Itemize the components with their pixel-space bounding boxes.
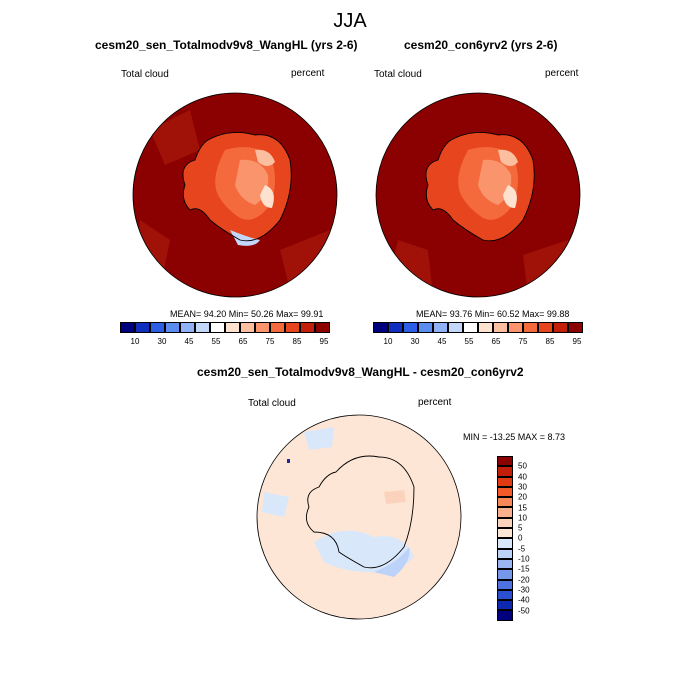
diff-colorbar [497, 456, 513, 621]
left-variable-label: Total cloud [121, 69, 169, 80]
colorbar-swatch [120, 322, 135, 333]
colorbar-swatch [300, 322, 315, 333]
colorbar-tick-label: 95 [319, 337, 329, 346]
colorbar-tick-label: 40 [518, 472, 527, 482]
colorbar-swatch [180, 322, 195, 333]
colorbar-swatch [497, 548, 513, 559]
colorbar-swatch [497, 589, 513, 601]
colorbar-swatch [150, 322, 165, 333]
colorbar-swatch [497, 569, 513, 580]
colorbar-tick-label: 50 [518, 461, 527, 471]
colorbar-swatch [538, 322, 553, 333]
diff-polar-map [256, 414, 462, 620]
colorbar-swatch [478, 322, 493, 333]
colorbar-swatch [497, 600, 513, 611]
colorbar-swatch [568, 322, 583, 333]
colorbar-tick-label: 10 [130, 337, 140, 346]
colorbar-swatch [388, 322, 403, 333]
colorbar-swatch [448, 322, 463, 333]
colorbar-swatch [418, 322, 433, 333]
colorbar-swatch [433, 322, 448, 333]
diff-stats: MIN = -13.25 MAX = 8.73 [463, 432, 566, 442]
colorbar-swatch [553, 322, 568, 333]
colorbar-swatch [373, 322, 388, 333]
left-units-label: percent [291, 68, 325, 79]
colorbar-swatch [135, 322, 150, 333]
right-colorbar-labels: 10 30 45 55 65 75 85 95 [373, 337, 583, 349]
colorbar-swatch [497, 456, 513, 467]
colorbar-tick-label: 45 [184, 337, 194, 346]
colorbar-tick-label: 45 [437, 337, 447, 346]
left-stats: MEAN= 94.20 Min= 50.26 Max= 99.91 [170, 309, 324, 319]
colorbar-swatch [497, 558, 513, 570]
right-units-label: percent [545, 68, 579, 79]
colorbar-tick-label: 5 [518, 523, 523, 533]
colorbar-tick-label: 30 [410, 337, 420, 346]
colorbar-swatch [463, 322, 478, 333]
colorbar-tick-label: 10 [518, 513, 527, 523]
diff-panel-title: cesm20_sen_Totalmodv9v8_WangHL - cesm20_… [197, 365, 524, 379]
left-colorbar [120, 322, 330, 333]
colorbar-swatch [497, 610, 513, 621]
colorbar-swatch [315, 322, 330, 333]
colorbar-swatch [523, 322, 538, 333]
colorbar-tick-label: 30 [518, 482, 527, 492]
colorbar-swatch [497, 517, 513, 529]
colorbar-swatch [497, 497, 513, 508]
colorbar-swatch [225, 322, 240, 333]
colorbar-tick-label: -50 [518, 606, 530, 615]
colorbar-tick-label: -30 [518, 585, 530, 595]
colorbar-swatch [285, 322, 300, 333]
colorbar-tick-label: -5 [518, 544, 526, 554]
colorbar-tick-label: 65 [491, 337, 501, 346]
colorbar-tick-label: 55 [464, 337, 474, 346]
colorbar-swatch [497, 486, 513, 498]
colorbar-tick-label: 95 [572, 337, 582, 346]
colorbar-tick-label: 30 [157, 337, 167, 346]
right-variable-label: Total cloud [374, 69, 422, 80]
colorbar-tick-label: 55 [211, 337, 221, 346]
colorbar-tick-label: 10 [383, 337, 393, 346]
colorbar-tick-label: 75 [265, 337, 275, 346]
colorbar-swatch [497, 476, 513, 487]
colorbar-tick-label: -40 [518, 595, 530, 605]
colorbar-tick-label: -10 [518, 554, 530, 564]
colorbar-swatch [240, 322, 255, 333]
colorbar-swatch [195, 322, 210, 333]
colorbar-tick-label: 0 [518, 533, 523, 543]
right-stats: MEAN= 93.76 Min= 60.52 Max= 99.88 [416, 309, 570, 319]
colorbar-tick-label: 65 [238, 337, 248, 346]
diff-colorbar-labels: 50 40 30 20 15 10 5 0 -5 -10 -15 -20 -30 -40 -50 [518, 456, 558, 621]
colorbar-swatch [270, 322, 285, 333]
right-panel-title: cesm20_con6yrv2 (yrs 2-6) [404, 38, 558, 52]
colorbar-tick-label: 85 [292, 337, 302, 346]
colorbar-swatch [497, 528, 513, 539]
right-polar-map [375, 92, 581, 298]
left-polar-map [132, 92, 338, 298]
colorbar-swatch [493, 322, 508, 333]
left-panel-title: cesm20_sen_Totalmodv9v8_WangHL (yrs 2-6) [95, 38, 358, 52]
colorbar-swatch [508, 322, 523, 333]
colorbar-swatch [497, 466, 513, 477]
colorbar-tick-label: -15 [518, 564, 530, 574]
diff-variable-label: Total cloud [248, 398, 296, 409]
colorbar-tick-label: 85 [545, 337, 555, 346]
figure-title: JJA [333, 10, 367, 32]
right-colorbar [373, 322, 583, 333]
diff-units-label: percent [418, 397, 452, 408]
left-colorbar-labels: 10 30 45 55 65 75 85 95 [120, 337, 330, 349]
colorbar-swatch [210, 322, 225, 333]
colorbar-swatch [497, 507, 513, 518]
colorbar-swatch [255, 322, 270, 333]
colorbar-swatch [165, 322, 180, 333]
colorbar-swatch [497, 538, 513, 549]
colorbar-swatch [497, 579, 513, 590]
colorbar-tick-label: 20 [518, 492, 527, 502]
colorbar-tick-label: -20 [518, 575, 530, 585]
colorbar-swatch [403, 322, 418, 333]
colorbar-tick-label: 75 [518, 337, 528, 346]
colorbar-tick-label: 15 [518, 503, 527, 512]
